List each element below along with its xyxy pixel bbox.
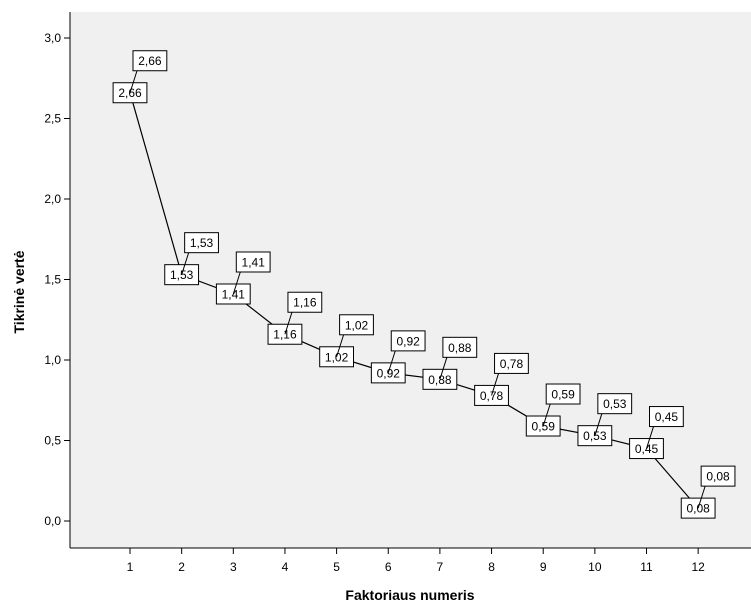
svg-text:1,53: 1,53 — [190, 236, 214, 250]
data-label-callout: 0,78 — [491, 352, 529, 396]
data-label-callout: 1,53 — [181, 232, 219, 275]
data-label-callout: 1,41 — [232, 251, 271, 295]
data-label-callout: 1,02 — [336, 314, 374, 357]
svg-text:1,16: 1,16 — [273, 328, 297, 342]
data-label-callout: 0,59 — [542, 383, 581, 427]
x-tick-label: 12 — [691, 560, 705, 574]
svg-text:1,41: 1,41 — [242, 255, 266, 269]
svg-text:0,45: 0,45 — [655, 410, 679, 424]
y-axis-title: Tikrinė vertė — [11, 250, 27, 333]
svg-text:0,78: 0,78 — [480, 389, 504, 403]
x-tick-label: 2 — [178, 560, 185, 574]
data-label-callout: 1,16 — [284, 291, 323, 335]
svg-text:1,53: 1,53 — [170, 268, 194, 282]
data-labels: 2,66 2,66 1,53 1,53 1,41 1,41 1,16 1,16 1,02 1,02… — [112, 50, 736, 519]
x-axis-ticks: 1 2 3 4 5 6 7 8 9 10 11 12 — [127, 548, 705, 574]
data-label-callout: 0,88 — [439, 336, 478, 380]
y-tick-label: 3,0 — [44, 31, 61, 45]
y-tick-label: 2,0 — [44, 192, 61, 206]
svg-text:0,59: 0,59 — [551, 388, 575, 402]
x-tick-label: 8 — [488, 560, 495, 574]
x-tick-label: 4 — [282, 560, 289, 574]
x-tick-label: 6 — [385, 560, 392, 574]
data-label-callout: 0,08 — [697, 465, 736, 509]
svg-text:0,53: 0,53 — [603, 397, 627, 411]
data-label-callout: 0,92 — [387, 330, 426, 374]
y-tick-label: 0,5 — [44, 434, 61, 448]
data-label-center: 0,59 — [525, 415, 561, 437]
data-label-center: 1,16 — [267, 323, 303, 345]
svg-text:0,88: 0,88 — [448, 341, 472, 355]
data-label-center: 1,41 — [215, 283, 251, 305]
x-tick-label: 11 — [640, 560, 653, 574]
svg-text:0,92: 0,92 — [377, 366, 401, 380]
x-tick-label: 1 — [127, 560, 134, 574]
x-tick-label: 10 — [588, 560, 602, 574]
svg-text:1,02: 1,02 — [325, 350, 349, 364]
y-tick-label: 0,0 — [44, 514, 61, 528]
x-tick-label: 9 — [540, 560, 547, 574]
x-tick-label: 3 — [230, 560, 237, 574]
y-tick-label: 2,5 — [44, 112, 61, 126]
y-tick-label: 1,0 — [44, 353, 61, 367]
data-label-callout: 0,45 — [646, 406, 684, 449]
data-label-callout: 2,66 — [129, 50, 168, 93]
svg-text:1,41: 1,41 — [222, 287, 246, 301]
y-axis-ticks: 0,0 0,5 1,0 1,5 2,0 2,5 3,0 — [44, 31, 70, 528]
svg-text:2,66: 2,66 — [138, 54, 162, 68]
svg-text:0,59: 0,59 — [532, 420, 556, 434]
x-tick-label: 7 — [437, 560, 444, 574]
x-tick-label: 5 — [333, 560, 340, 574]
x-axis-title: Faktoriaus numeris — [345, 587, 474, 603]
svg-text:2,66: 2,66 — [118, 86, 142, 100]
svg-text:0,88: 0,88 — [428, 373, 452, 387]
svg-text:0,08: 0,08 — [706, 470, 730, 484]
svg-text:0,45: 0,45 — [635, 442, 659, 456]
svg-text:0,78: 0,78 — [500, 357, 524, 371]
svg-text:1,16: 1,16 — [293, 296, 317, 310]
y-tick-label: 1,5 — [44, 273, 61, 287]
svg-text:0,92: 0,92 — [396, 334, 420, 348]
svg-text:0,08: 0,08 — [686, 502, 710, 516]
data-label-callout: 0,53 — [594, 393, 633, 436]
svg-text:0,53: 0,53 — [583, 429, 607, 443]
svg-text:1,02: 1,02 — [345, 318, 369, 332]
